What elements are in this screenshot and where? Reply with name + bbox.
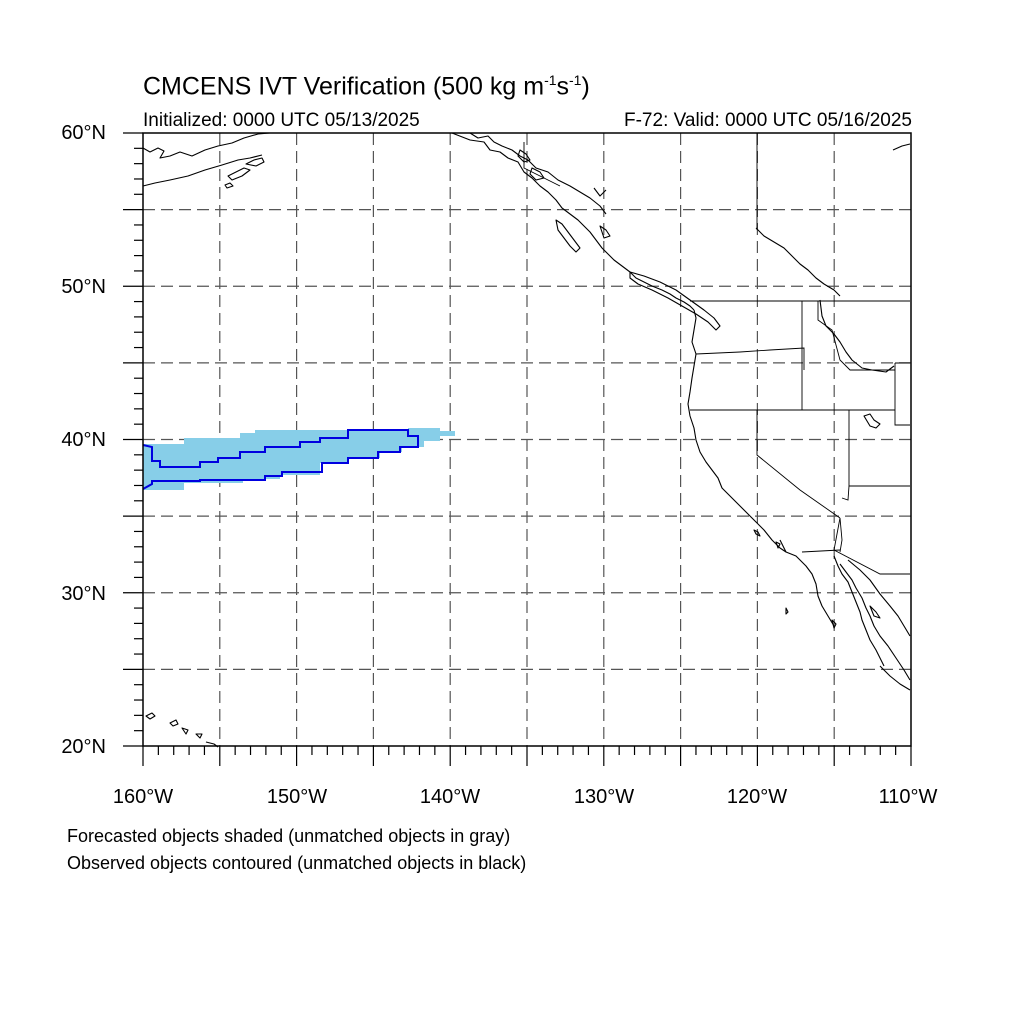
- lon-label-130w: 130°W: [573, 786, 635, 808]
- lat-label-40n: 40°N: [61, 429, 106, 451]
- lat-label-30n: 30°N: [61, 583, 106, 605]
- valid-time-label: F-72: Valid: 0000 UTC 05/16/2025: [624, 110, 912, 131]
- page-title: CMCENS IVT Verification (500 kg m-1s-1): [143, 72, 590, 101]
- lat-label-50n: 50°N: [61, 276, 106, 298]
- forecast-ivt-object: [143, 428, 455, 490]
- init-time-label: Initialized: 0000 UTC 05/13/2025: [143, 110, 420, 131]
- lon-label-140w: 140°W: [419, 786, 481, 808]
- observed-legend-note: Observed objects contoured (unmatched ob…: [67, 853, 527, 873]
- lat-label-60n: 60°N: [61, 122, 106, 144]
- gridlines: [143, 133, 911, 746]
- coastlines: [142, 132, 911, 748]
- lon-label-110w: 110°W: [878, 786, 938, 808]
- observed-ivt-contour: [142, 429, 419, 490]
- axis-ticks: [123, 132, 912, 766]
- lon-label-160w: 160°W: [112, 786, 174, 808]
- political-boundaries: [523, 133, 910, 575]
- lat-label-20n: 20°N: [61, 736, 106, 758]
- lon-label-150w: 150°W: [266, 786, 328, 808]
- lon-label-120w: 120°W: [726, 786, 788, 808]
- forecast-legend-note: Forecasted objects shaded (unmatched obj…: [67, 826, 511, 846]
